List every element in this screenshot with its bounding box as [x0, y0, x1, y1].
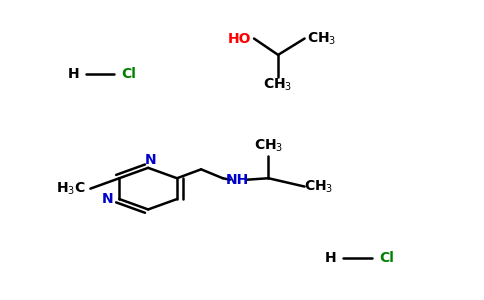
Text: N: N	[145, 153, 156, 167]
Text: CH$_3$: CH$_3$	[304, 179, 333, 195]
Text: Cl: Cl	[121, 67, 136, 81]
Text: H: H	[325, 251, 337, 266]
Text: NH: NH	[226, 173, 249, 187]
Text: H: H	[68, 67, 79, 81]
Text: CH$_3$: CH$_3$	[263, 76, 293, 93]
Text: Cl: Cl	[379, 251, 394, 266]
Text: CH$_3$: CH$_3$	[254, 137, 283, 154]
Text: CH$_3$: CH$_3$	[307, 30, 336, 47]
Text: HO: HO	[228, 32, 251, 46]
Text: N: N	[102, 192, 113, 206]
Text: H$_3$C: H$_3$C	[56, 180, 86, 197]
